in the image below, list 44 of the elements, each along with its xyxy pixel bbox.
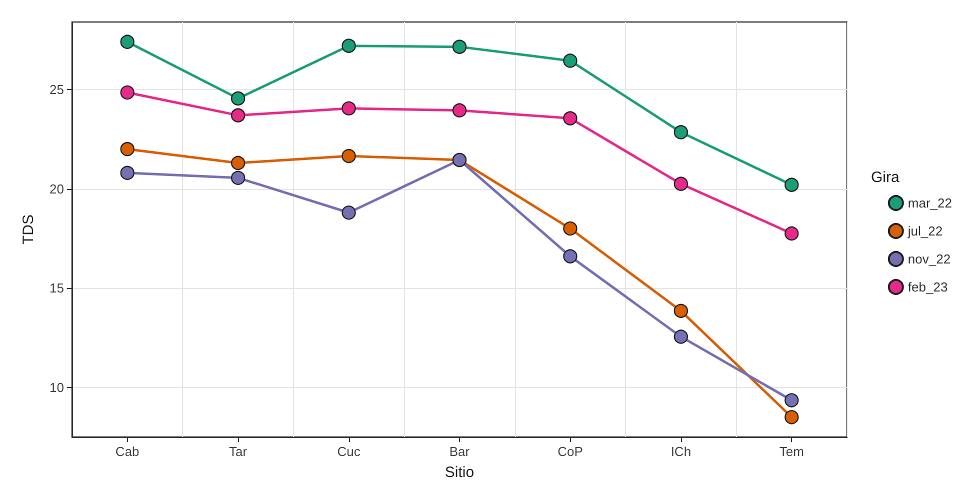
point xyxy=(230,156,246,170)
y-tick-label: 20 xyxy=(50,181,64,196)
x-tick-label: CoP xyxy=(558,444,583,459)
point xyxy=(784,178,799,192)
point xyxy=(674,304,688,318)
legend-label: feb_23 xyxy=(908,280,948,294)
point xyxy=(452,103,467,118)
x-tick-label: Tem xyxy=(779,444,804,459)
point xyxy=(342,148,356,164)
point xyxy=(784,226,799,241)
point xyxy=(563,111,578,126)
x-tick-label: Tar xyxy=(229,444,248,459)
point xyxy=(674,125,688,140)
point xyxy=(120,34,134,49)
legend-label: mar_22 xyxy=(908,196,952,210)
legend-label: jul_22 xyxy=(906,224,943,238)
y-tick-label: 25 xyxy=(50,82,64,98)
x-axis-title: Sitio xyxy=(444,464,474,481)
point xyxy=(674,330,688,344)
y-axis-title: TDS xyxy=(20,214,37,244)
y-tick-label: 10 xyxy=(50,380,64,395)
x-tick-label: Bar xyxy=(449,444,470,459)
point xyxy=(784,410,799,424)
point xyxy=(563,221,578,236)
point xyxy=(230,108,246,122)
point xyxy=(342,38,356,53)
point xyxy=(120,85,134,100)
point xyxy=(563,249,578,264)
point xyxy=(230,91,246,106)
x-tick-label: ICh xyxy=(670,444,692,459)
legend-title: Gira xyxy=(871,169,900,186)
point xyxy=(452,40,467,54)
y-tick-label: 15 xyxy=(50,280,64,296)
x-tick-label: Cuc xyxy=(337,444,361,459)
point xyxy=(563,54,578,68)
legend-label: nov_22 xyxy=(908,252,951,266)
point xyxy=(120,166,134,180)
point xyxy=(120,142,134,156)
point xyxy=(230,170,246,185)
x-tick-label: Cab xyxy=(115,444,140,459)
point xyxy=(784,393,799,408)
point xyxy=(342,101,356,116)
point xyxy=(674,176,688,191)
point xyxy=(342,206,356,220)
